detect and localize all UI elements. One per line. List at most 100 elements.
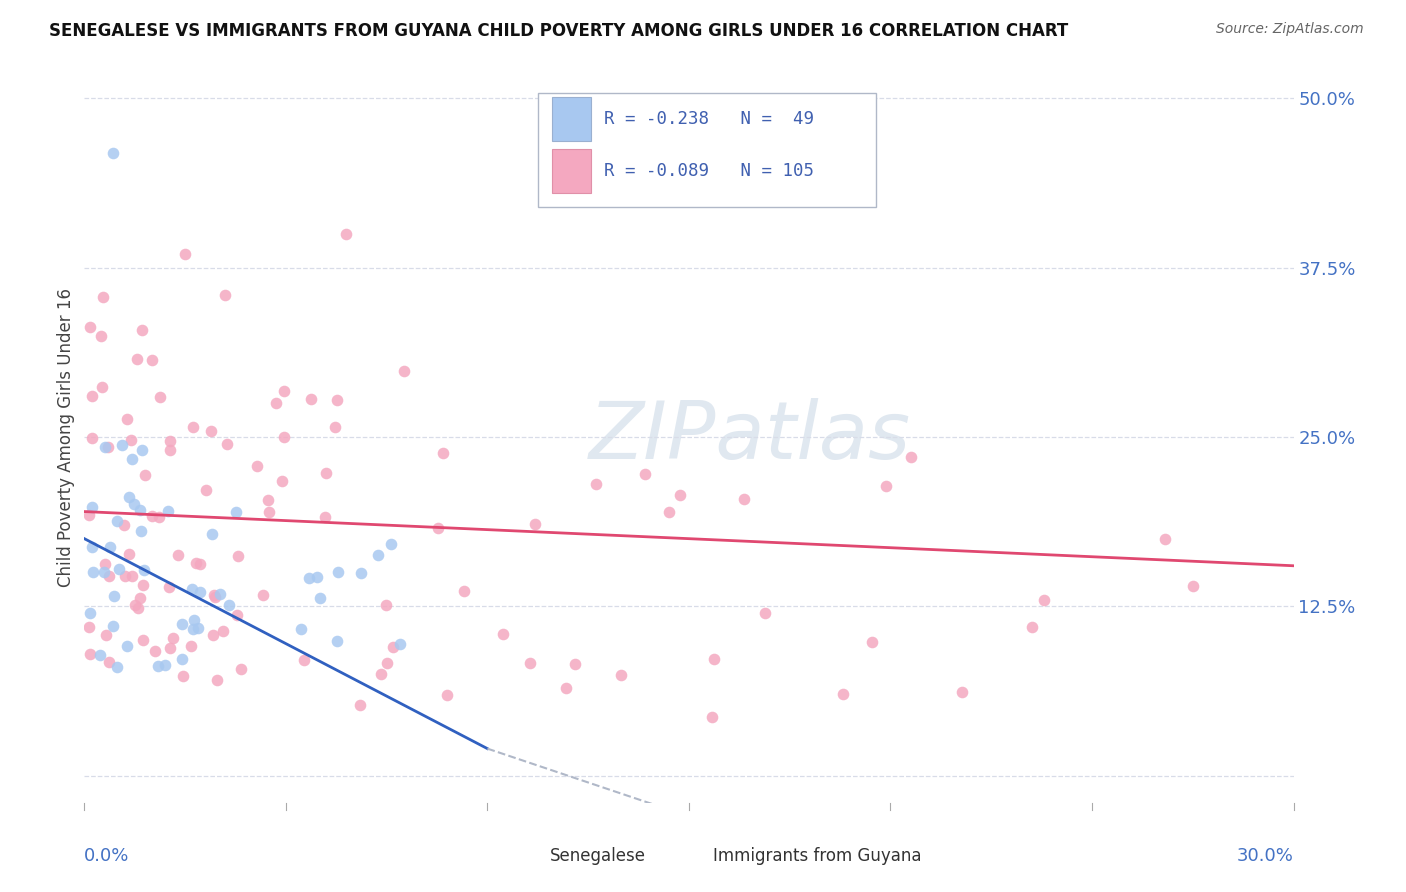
Point	[350, 566, 373, 581]
Point	[114, 569, 136, 583]
Point	[290, 622, 312, 636]
Point	[211, 624, 233, 639]
Point	[112, 518, 135, 533]
Point	[703, 652, 725, 666]
Point	[634, 467, 657, 482]
Point	[166, 548, 188, 562]
Point	[149, 390, 172, 404]
Point	[305, 570, 328, 584]
Point	[294, 653, 316, 667]
Point	[229, 662, 252, 676]
Point	[93, 440, 115, 454]
Point	[314, 510, 336, 524]
Point	[226, 607, 249, 622]
Point	[105, 514, 128, 528]
Point	[183, 613, 205, 627]
Point	[273, 430, 295, 444]
Point	[80, 431, 103, 445]
Text: Senegalese: Senegalese	[550, 847, 645, 865]
Point	[184, 557, 207, 571]
Point	[115, 411, 138, 425]
Point	[326, 392, 349, 407]
Point	[143, 644, 166, 658]
Point	[875, 479, 897, 493]
Point	[202, 628, 225, 642]
Point	[170, 651, 193, 665]
Point	[157, 503, 180, 517]
Point	[93, 565, 115, 579]
Point	[111, 438, 134, 452]
Point	[181, 582, 204, 596]
Point	[900, 450, 922, 465]
Point	[148, 659, 170, 673]
Point	[436, 688, 458, 702]
Point	[564, 657, 586, 671]
Point	[202, 588, 225, 602]
Text: Immigrants from Guyana: Immigrants from Guyana	[713, 847, 921, 865]
Point	[91, 290, 114, 304]
Point	[141, 352, 163, 367]
Point	[101, 619, 124, 633]
Point	[315, 467, 337, 481]
Point	[131, 323, 153, 337]
Point	[273, 384, 295, 399]
Point	[188, 557, 211, 571]
FancyBboxPatch shape	[553, 97, 591, 141]
Point	[204, 591, 226, 605]
Point	[658, 505, 681, 519]
Point	[89, 648, 111, 662]
Point	[1021, 620, 1043, 634]
Point	[134, 468, 156, 483]
Point	[120, 433, 142, 447]
Text: 0.0%: 0.0%	[84, 847, 129, 864]
Point	[90, 328, 112, 343]
Point	[554, 681, 576, 695]
Point	[326, 634, 349, 648]
Point	[298, 571, 321, 585]
Point	[256, 493, 278, 508]
Point	[1181, 579, 1204, 593]
Point	[209, 587, 232, 601]
Point	[132, 632, 155, 647]
Point	[97, 440, 120, 454]
Point	[118, 490, 141, 504]
Point	[200, 424, 222, 438]
Text: SENEGALESE VS IMMIGRANTS FROM GUYANA CHILD POVERTY AMONG GIRLS UNDER 16 CORRELAT: SENEGALESE VS IMMIGRANTS FROM GUYANA CHI…	[49, 22, 1069, 40]
Point	[1153, 532, 1175, 546]
Point	[79, 606, 101, 620]
Point	[381, 640, 404, 654]
Point	[174, 247, 197, 261]
Point	[181, 420, 204, 434]
Point	[950, 685, 973, 699]
Point	[90, 380, 112, 394]
Point	[226, 549, 249, 564]
Point	[266, 396, 288, 410]
Point	[77, 508, 100, 523]
Point	[115, 639, 138, 653]
Point	[82, 566, 104, 580]
Point	[335, 227, 357, 241]
Text: 30.0%: 30.0%	[1237, 847, 1294, 864]
FancyBboxPatch shape	[683, 843, 710, 869]
Point	[159, 580, 181, 594]
Point	[101, 145, 124, 160]
FancyBboxPatch shape	[538, 94, 876, 207]
Point	[668, 488, 690, 502]
Point	[326, 566, 349, 580]
Point	[187, 621, 209, 635]
Point	[96, 628, 118, 642]
Point	[309, 591, 332, 605]
Point	[82, 540, 104, 554]
Point	[121, 569, 143, 583]
Point	[121, 451, 143, 466]
Point	[188, 585, 211, 599]
Point	[107, 562, 129, 576]
Point	[215, 437, 238, 451]
Point	[523, 516, 546, 531]
Point	[299, 392, 322, 406]
Point	[141, 508, 163, 523]
Point	[519, 657, 541, 671]
Point	[159, 641, 181, 656]
Point	[610, 668, 633, 682]
Point	[129, 591, 152, 605]
